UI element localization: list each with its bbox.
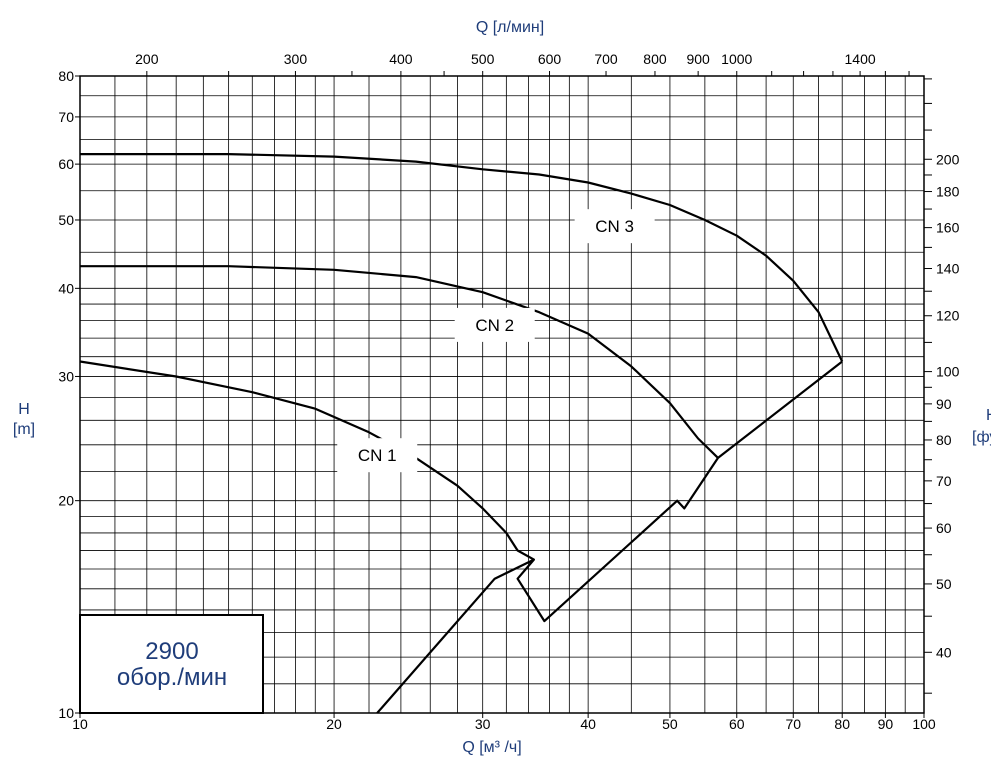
y-tick-label: 70: [58, 109, 74, 125]
x-tick-label: 30: [475, 716, 491, 732]
top-tick-label: 700: [594, 51, 618, 67]
top-tick-label: 600: [538, 51, 562, 67]
x-tick-label: 100: [912, 716, 936, 732]
right-axis-unit: [фут]: [972, 429, 991, 446]
x-tick-label: 50: [662, 716, 678, 732]
top-axis-title: Q [л/мин]: [476, 19, 544, 36]
right-tick-label: 160: [936, 220, 960, 236]
right-tick-label: 90: [936, 396, 952, 412]
right-tick-label: 100: [936, 364, 960, 380]
right-tick-label: 80: [936, 432, 952, 448]
right-tick-label: 200: [936, 151, 960, 167]
right-tick-label: 40: [936, 644, 952, 660]
speed-value: 2900: [145, 638, 198, 665]
curve-label: CN 1: [358, 446, 397, 465]
x-tick-label: 90: [878, 716, 894, 732]
curve-cn-3: [80, 153, 844, 362]
y-tick-label: 50: [58, 212, 74, 228]
x-tick-label: 80: [834, 716, 850, 732]
grid-lines: [80, 76, 924, 713]
x-tick-label: 20: [326, 716, 342, 732]
y-tick-label: 60: [58, 156, 74, 172]
right-tick-label: 70: [936, 473, 952, 489]
curve-label: CN 2: [475, 316, 514, 335]
y-tick-label: 20: [58, 493, 74, 509]
y-tick-label: 30: [58, 368, 74, 384]
speed-unit: обор./мин: [117, 664, 227, 691]
curve-labels: CN 3 CN 2 CN 1: [337, 209, 655, 473]
top-tick-label: 800: [643, 51, 667, 67]
curve-label: CN 3: [595, 217, 634, 236]
plot-frame: [79, 75, 925, 714]
x-tick-label: 60: [729, 716, 745, 732]
left-axis-unit: [m]: [13, 421, 35, 438]
curve-cn-2: [80, 265, 719, 459]
top-tick-label: 500: [471, 51, 495, 67]
right-tick-label: 120: [936, 308, 960, 324]
x-tick-label: 70: [785, 716, 801, 732]
speed-box: 2900 обор./мин: [79, 614, 264, 714]
right-tick-label: 140: [936, 261, 960, 277]
bottom-axis-title: Q [м³ /ч]: [462, 739, 521, 756]
left-axis-title: H: [18, 401, 30, 418]
top-tick-label: 400: [389, 51, 413, 67]
tick-labels: 10 20 30 40 50 60 70 80 90 100 10 20 30 40 50 60 70 80 200…: [58, 51, 959, 732]
top-tick-label: 300: [284, 51, 308, 67]
right-tick-label: 180: [936, 184, 960, 200]
curve-label-background: [574, 209, 655, 244]
curve-label-background: [454, 307, 535, 342]
y-tick-label: 40: [58, 280, 74, 296]
curve-label-background: [337, 438, 418, 473]
right-tick-label: 60: [936, 520, 952, 536]
top-tick-label: 900: [686, 51, 710, 67]
curve-cn-1: [79, 360, 535, 561]
axis-ticks: [75, 71, 932, 718]
top-tick-label: 1400: [845, 51, 876, 67]
right-tick-label: 50: [936, 576, 952, 592]
top-tick-label: 1000: [721, 51, 752, 67]
x-tick-label: 10: [72, 716, 88, 732]
y-tick-label: 10: [58, 705, 74, 721]
efficiency-envelope-line: [376, 360, 843, 714]
speed-box-frame: [79, 614, 264, 714]
x-tick-label: 40: [580, 716, 596, 732]
y-tick-label: 80: [58, 68, 74, 84]
right-axis-title: Н: [986, 407, 991, 424]
top-tick-label: 200: [135, 51, 159, 67]
